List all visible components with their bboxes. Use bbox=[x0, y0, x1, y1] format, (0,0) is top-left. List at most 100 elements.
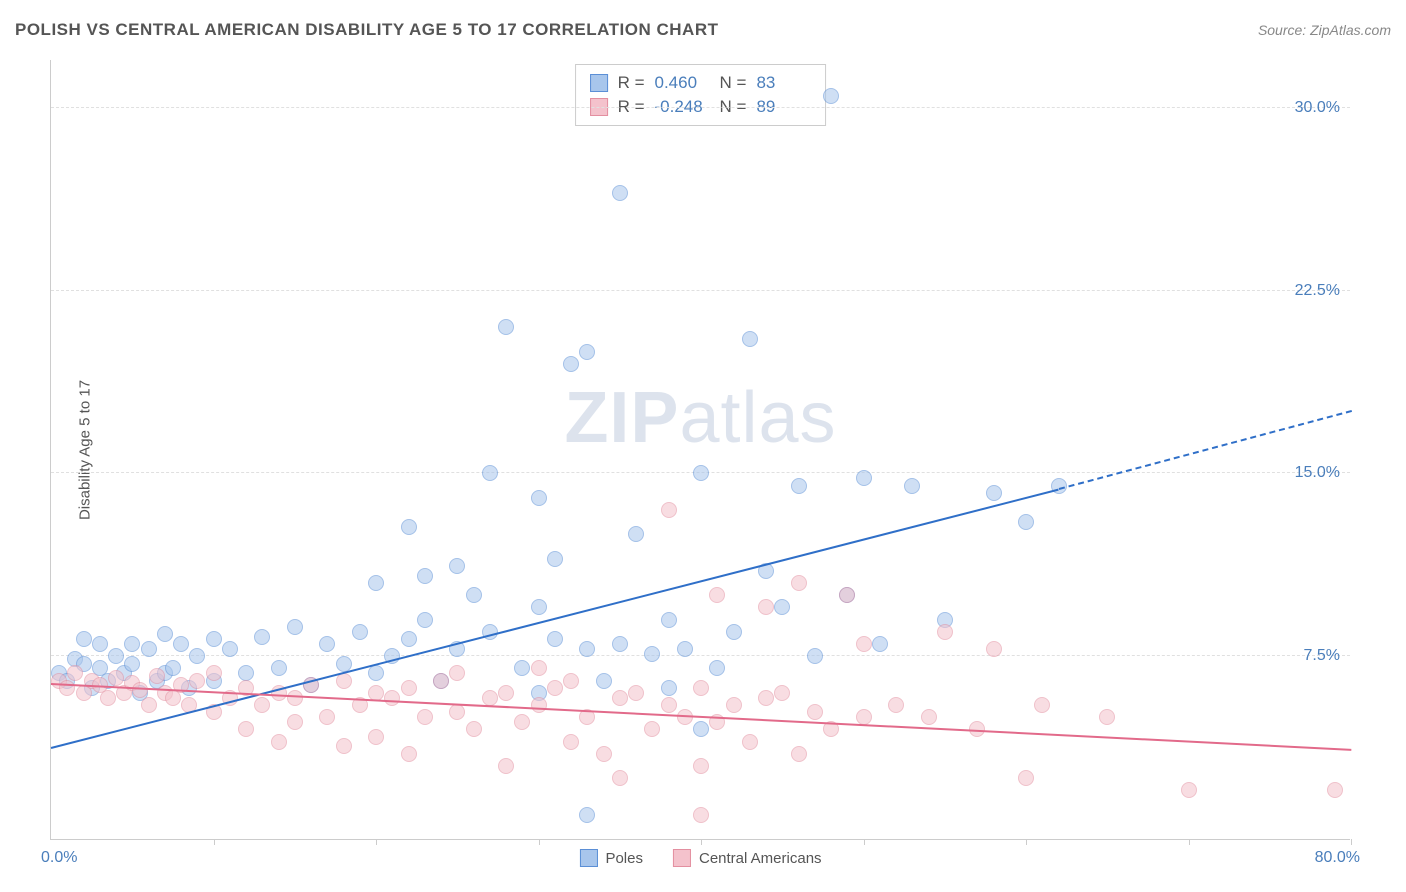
marker-poles bbox=[498, 319, 514, 335]
marker-central_americans bbox=[238, 721, 254, 737]
marker-central_americans bbox=[1181, 782, 1197, 798]
x-tick bbox=[376, 839, 377, 845]
marker-central_americans bbox=[547, 680, 563, 696]
marker-poles bbox=[124, 636, 140, 652]
marker-poles bbox=[579, 344, 595, 360]
x-tick bbox=[1189, 839, 1190, 845]
marker-poles bbox=[108, 648, 124, 664]
marker-central_americans bbox=[563, 673, 579, 689]
x-axis-max-label: 80.0% bbox=[1315, 849, 1360, 867]
marker-central_americans bbox=[644, 721, 660, 737]
marker-poles bbox=[271, 660, 287, 676]
marker-central_americans bbox=[336, 738, 352, 754]
chart-title: POLISH VS CENTRAL AMERICAN DISABILITY AG… bbox=[15, 20, 718, 40]
marker-poles bbox=[165, 660, 181, 676]
y-tick-label: 15.0% bbox=[1295, 464, 1340, 482]
marker-poles bbox=[596, 673, 612, 689]
marker-poles bbox=[173, 636, 189, 652]
marker-central_americans bbox=[59, 680, 75, 696]
marker-central_americans bbox=[206, 665, 222, 681]
marker-poles bbox=[189, 648, 205, 664]
legend-label: Central Americans bbox=[699, 850, 822, 867]
marker-poles bbox=[563, 356, 579, 372]
marker-poles bbox=[124, 656, 140, 672]
marker-central_americans bbox=[937, 624, 953, 640]
marker-central_americans bbox=[1018, 770, 1034, 786]
marker-poles bbox=[612, 636, 628, 652]
source-attribution: Source: ZipAtlas.com bbox=[1258, 22, 1391, 38]
marker-poles bbox=[206, 631, 222, 647]
series-legend: Poles Central Americans bbox=[579, 849, 821, 867]
y-tick-label: 22.5% bbox=[1295, 282, 1340, 300]
correlation-stats-box: R = 0.460 N = 83 R = -0.248 N = 89 bbox=[575, 64, 827, 126]
marker-poles bbox=[531, 599, 547, 615]
marker-poles bbox=[644, 646, 660, 662]
marker-central_americans bbox=[742, 734, 758, 750]
marker-poles bbox=[254, 629, 270, 645]
x-tick bbox=[1026, 839, 1027, 845]
marker-central_americans bbox=[758, 690, 774, 706]
marker-central_americans bbox=[254, 697, 270, 713]
marker-poles bbox=[791, 478, 807, 494]
marker-central_americans bbox=[758, 599, 774, 615]
gridline bbox=[51, 655, 1350, 656]
marker-poles bbox=[514, 660, 530, 676]
x-tick bbox=[701, 839, 702, 845]
marker-poles bbox=[823, 88, 839, 104]
marker-central_americans bbox=[1099, 709, 1115, 725]
marker-central_americans bbox=[693, 758, 709, 774]
marker-central_americans bbox=[498, 685, 514, 701]
marker-central_americans bbox=[661, 502, 677, 518]
marker-poles bbox=[677, 641, 693, 657]
marker-central_americans bbox=[596, 746, 612, 762]
marker-central_americans bbox=[856, 636, 872, 652]
marker-poles bbox=[287, 619, 303, 635]
marker-central_americans bbox=[693, 807, 709, 823]
marker-poles bbox=[368, 575, 384, 591]
marker-poles bbox=[742, 331, 758, 347]
marker-poles bbox=[807, 648, 823, 664]
gridline bbox=[51, 107, 1350, 108]
marker-poles bbox=[352, 624, 368, 640]
marker-central_americans bbox=[466, 721, 482, 737]
chart-header: POLISH VS CENTRAL AMERICAN DISABILITY AG… bbox=[15, 20, 1391, 40]
legend-label: Poles bbox=[605, 850, 643, 867]
marker-central_americans bbox=[189, 673, 205, 689]
legend-swatch-central-americans bbox=[673, 849, 691, 867]
watermark-text: ZIPatlas bbox=[564, 377, 836, 459]
marker-central_americans bbox=[563, 734, 579, 750]
stats-row-poles: R = 0.460 N = 83 bbox=[590, 71, 812, 95]
marker-central_americans bbox=[986, 641, 1002, 657]
marker-central_americans bbox=[726, 697, 742, 713]
marker-poles bbox=[726, 624, 742, 640]
chart-area: Disability Age 5 to 17 ZIPatlas R = 0.46… bbox=[50, 60, 1350, 840]
marker-central_americans bbox=[921, 709, 937, 725]
marker-poles bbox=[872, 636, 888, 652]
marker-poles bbox=[336, 656, 352, 672]
marker-poles bbox=[482, 465, 498, 481]
marker-central_americans bbox=[149, 668, 165, 684]
marker-central_americans bbox=[1327, 782, 1343, 798]
marker-central_americans bbox=[384, 690, 400, 706]
marker-poles bbox=[157, 626, 173, 642]
marker-poles bbox=[531, 490, 547, 506]
marker-central_americans bbox=[271, 734, 287, 750]
y-tick-label: 30.0% bbox=[1295, 99, 1340, 117]
marker-poles bbox=[579, 641, 595, 657]
marker-poles bbox=[774, 599, 790, 615]
gridline bbox=[51, 290, 1350, 291]
marker-central_americans bbox=[791, 746, 807, 762]
marker-central_americans bbox=[498, 758, 514, 774]
marker-central_americans bbox=[449, 665, 465, 681]
marker-poles bbox=[628, 526, 644, 542]
marker-poles bbox=[141, 641, 157, 657]
legend-swatch-poles bbox=[579, 849, 597, 867]
marker-central_americans bbox=[612, 690, 628, 706]
y-tick-label: 7.5% bbox=[1304, 647, 1340, 665]
marker-poles bbox=[856, 470, 872, 486]
marker-central_americans bbox=[100, 690, 116, 706]
marker-poles bbox=[417, 568, 433, 584]
marker-central_americans bbox=[108, 670, 124, 686]
swatch-poles bbox=[590, 74, 608, 92]
marker-poles bbox=[612, 185, 628, 201]
